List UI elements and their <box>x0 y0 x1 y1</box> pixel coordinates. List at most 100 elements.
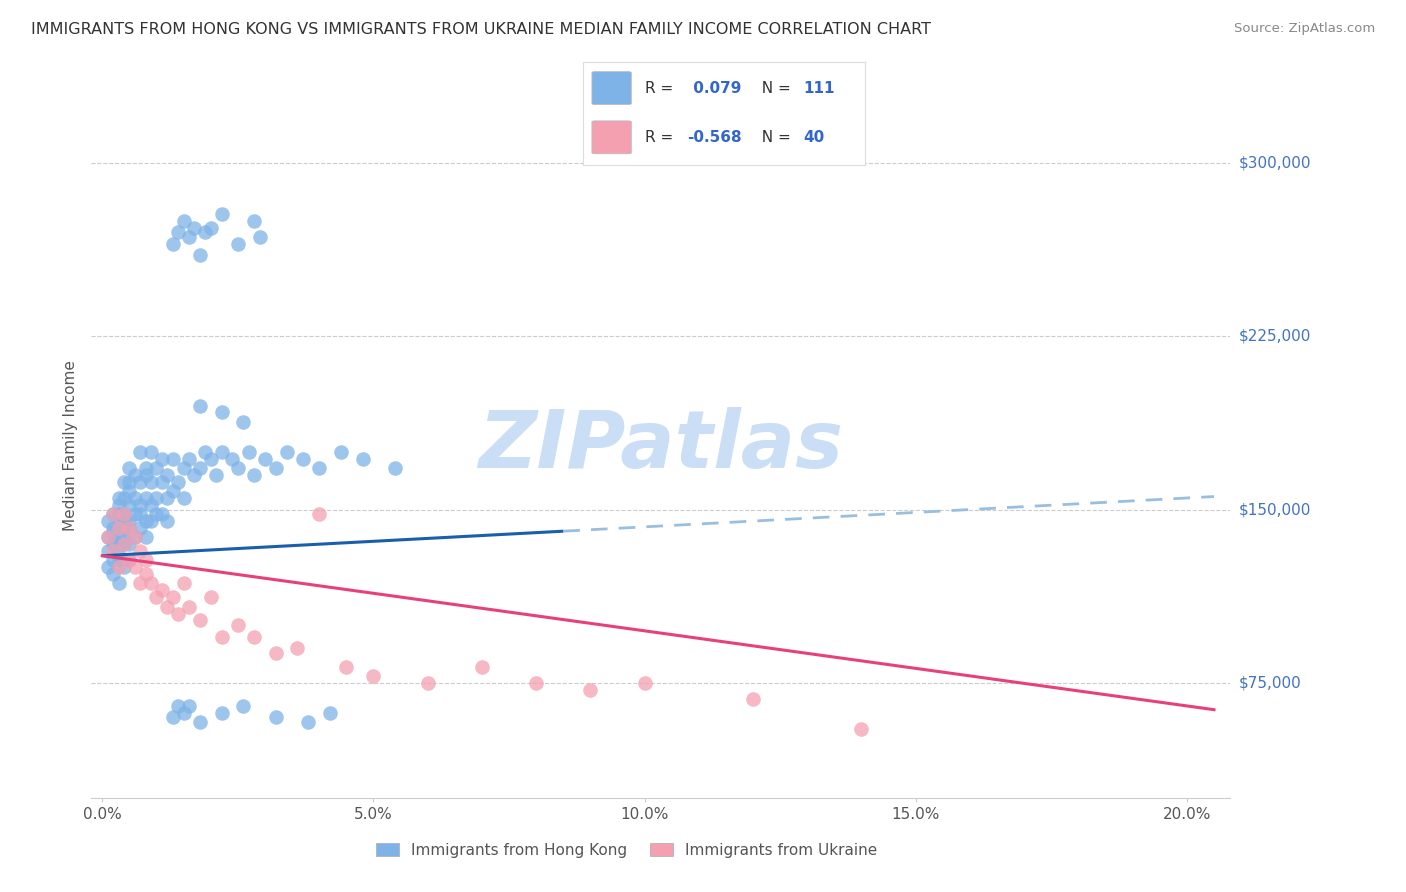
Point <box>139 444 162 458</box>
Point <box>177 698 200 713</box>
Point <box>118 537 141 551</box>
Point <box>107 530 129 544</box>
Point <box>107 576 129 591</box>
Point <box>107 514 129 528</box>
Point <box>118 521 141 535</box>
Point <box>118 498 141 512</box>
Point <box>200 591 222 605</box>
Point <box>211 706 233 720</box>
Point <box>145 461 167 475</box>
Point <box>129 498 152 512</box>
Point <box>129 507 152 521</box>
Point <box>173 461 195 475</box>
Point <box>118 484 141 499</box>
Point <box>173 213 195 227</box>
Point <box>97 544 120 558</box>
Point <box>188 461 211 475</box>
Text: Source: ZipAtlas.com: Source: ZipAtlas.com <box>1234 22 1375 36</box>
Point <box>384 461 406 475</box>
Point <box>145 591 167 605</box>
Point <box>352 451 374 466</box>
Point <box>97 560 120 574</box>
Text: R =: R = <box>645 130 679 145</box>
Point <box>129 544 152 558</box>
Point <box>118 553 141 567</box>
Point <box>129 521 152 535</box>
Point <box>471 659 494 673</box>
Point <box>200 451 222 466</box>
Point <box>112 530 135 544</box>
Point <box>107 521 129 535</box>
Point <box>194 225 217 239</box>
Point <box>249 230 271 244</box>
Point <box>112 514 135 528</box>
Point <box>264 710 287 724</box>
Point <box>107 549 129 563</box>
Point <box>167 475 190 489</box>
Point <box>319 706 342 720</box>
Point <box>150 475 173 489</box>
Text: N =: N = <box>752 130 796 145</box>
Point <box>232 415 254 429</box>
Text: 111: 111 <box>803 80 834 95</box>
Point <box>167 607 190 621</box>
Text: $150,000: $150,000 <box>1239 502 1310 517</box>
Point <box>156 599 179 614</box>
Point <box>112 491 135 505</box>
Text: R =: R = <box>645 80 679 95</box>
Point <box>112 521 135 535</box>
Text: 0.079: 0.079 <box>688 80 741 95</box>
Point <box>276 444 298 458</box>
Point <box>579 682 602 697</box>
Legend: Immigrants from Hong Kong, Immigrants from Ukraine: Immigrants from Hong Kong, Immigrants fr… <box>375 843 877 857</box>
Point <box>264 646 287 660</box>
Point <box>329 444 352 458</box>
Text: -0.568: -0.568 <box>688 130 742 145</box>
Point <box>183 467 205 482</box>
Point <box>101 537 124 551</box>
Point <box>135 461 157 475</box>
Point <box>188 715 211 730</box>
Point <box>264 461 287 475</box>
Point <box>112 475 135 489</box>
Point <box>167 225 190 239</box>
Point <box>177 599 200 614</box>
Point <box>524 675 547 690</box>
Point <box>112 537 135 551</box>
Point <box>101 525 124 540</box>
Point <box>243 213 266 227</box>
Point <box>308 507 330 521</box>
Point <box>135 530 157 544</box>
Point <box>139 514 162 528</box>
Point <box>129 475 152 489</box>
Point <box>243 630 266 644</box>
Point <box>226 618 249 632</box>
Text: N =: N = <box>752 80 796 95</box>
Point <box>221 451 243 466</box>
Point <box>145 491 167 505</box>
Point <box>129 444 152 458</box>
Text: IMMIGRANTS FROM HONG KONG VS IMMIGRANTS FROM UKRAINE MEDIAN FAMILY INCOME CORREL: IMMIGRANTS FROM HONG KONG VS IMMIGRANTS … <box>31 22 931 37</box>
Text: 40: 40 <box>803 130 824 145</box>
Point <box>107 491 129 505</box>
Point <box>633 675 655 690</box>
Point <box>135 491 157 505</box>
Point <box>135 553 157 567</box>
Point <box>183 220 205 235</box>
Point <box>243 467 266 482</box>
Text: $225,000: $225,000 <box>1239 329 1310 343</box>
Point <box>135 514 157 528</box>
Point <box>124 530 146 544</box>
Point <box>291 451 314 466</box>
Point <box>107 537 129 551</box>
Point <box>211 207 233 221</box>
Point <box>177 230 200 244</box>
Point <box>101 507 124 521</box>
Point <box>150 583 173 598</box>
Point <box>287 641 309 656</box>
Point <box>139 576 162 591</box>
Point <box>150 451 173 466</box>
Point <box>97 530 120 544</box>
Point <box>308 461 330 475</box>
Point <box>297 715 319 730</box>
